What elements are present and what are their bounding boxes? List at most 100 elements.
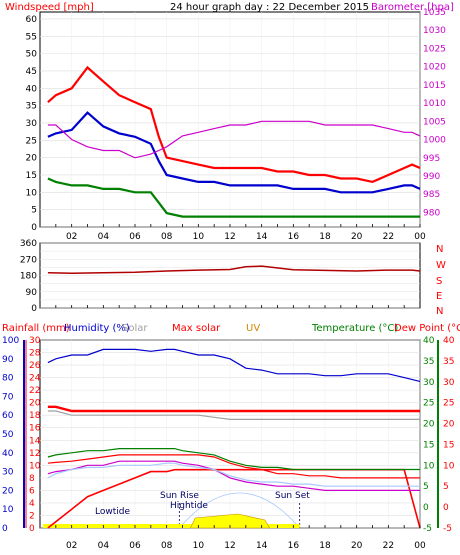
temp-tick-label: 25 <box>423 399 434 409</box>
rain-tick-label: 24 <box>29 374 41 384</box>
daylight-band <box>43 524 300 528</box>
wind-tick-label: 35 <box>26 102 37 112</box>
legend-uv: UV <box>246 323 260 334</box>
x-tick-label-wind: 14 <box>256 232 268 242</box>
humidity-tick-label: 50 <box>2 430 14 440</box>
humidity-tick-label: 70 <box>2 392 14 402</box>
x-tick-label-temp: 20 <box>351 541 363 551</box>
humidity-tick-label: 30 <box>2 468 14 478</box>
dewpoint-tick-label: 25 <box>443 399 454 409</box>
dewpoint-tick-label: 20 <box>443 420 455 430</box>
direction-tick-label: 360 <box>20 239 37 249</box>
temp-series-line <box>47 405 420 413</box>
rain-tick-label: 28 <box>29 349 41 359</box>
x-tick-label-temp: 00 <box>414 541 426 551</box>
rain-tick-label: 26 <box>29 361 41 371</box>
wind-tick-label: 55 <box>26 32 37 42</box>
barometer-tick-label: 1015 <box>423 81 446 91</box>
barometer-tick-label: 1000 <box>423 136 446 146</box>
compass-n-top: N <box>436 244 443 255</box>
x-tick-label-temp: 18 <box>319 541 331 551</box>
max-solar-curve <box>179 492 300 529</box>
wind-tick-label: 5 <box>31 206 37 216</box>
temp-series-line <box>47 454 420 479</box>
direction-tick-label: 270 <box>20 255 37 265</box>
wind-series-line <box>47 177 420 218</box>
wind-tick-label: 40 <box>26 84 38 94</box>
x-tick-label-temp: 12 <box>224 541 235 551</box>
x-tick-label-wind: 22 <box>383 232 394 242</box>
wind-tick-label: 45 <box>26 67 37 77</box>
direction-tick-label: 90 <box>26 288 38 298</box>
legend-dewpoint: Dew Point (°C) <box>394 323 460 334</box>
x-tick-label-wind: 02 <box>66 232 77 242</box>
annotation-sunset: Sun Set <box>275 491 310 501</box>
wind-tick-label: 60 <box>26 15 38 25</box>
x-tick-label-temp: 16 <box>288 541 300 551</box>
dewpoint-tick-label: 5 <box>443 482 449 492</box>
rain-tick-label: 12 <box>29 449 40 459</box>
annotation-hightide: Hightide <box>170 501 208 511</box>
humidity-tick-label: 40 <box>2 449 14 459</box>
wind-series-line <box>47 65 421 184</box>
temp-tick-label: 30 <box>423 378 435 388</box>
x-tick-label-wind: 08 <box>161 232 173 242</box>
barometer-tick-label: 1025 <box>423 44 446 54</box>
wind-tick-label: 20 <box>26 154 38 164</box>
x-tick-label-wind: 18 <box>319 232 331 242</box>
barometer-tick-label: 985 <box>423 190 440 200</box>
barometer-tick-label: 990 <box>423 172 440 182</box>
dewpoint-tick-label: 15 <box>443 440 454 450</box>
rain-tick-label: 6 <box>29 486 35 496</box>
dewpoint-tick-label: 40 <box>443 336 455 346</box>
x-tick-label-wind: 00 <box>414 232 426 242</box>
dewpoint-tick-label: 0 <box>443 503 449 513</box>
rain-tick-label: 8 <box>29 474 35 484</box>
temp-tick-label: 10 <box>423 461 435 471</box>
humidity-tick-label: 90 <box>2 355 14 365</box>
chart-title: 24 hour graph day : 22 December 2015 <box>170 2 369 13</box>
barometer-axis-label: Barometer [hpa] <box>371 2 454 13</box>
x-tick-label-temp: 22 <box>383 541 394 551</box>
humidity-tick-label: 80 <box>2 374 14 384</box>
wind-tick-label: 10 <box>26 188 38 198</box>
temp-series-line <box>47 460 420 491</box>
x-tick-label-wind: 10 <box>193 232 205 242</box>
humidity-tick-label: 100 <box>2 336 19 346</box>
temp-tick-label: 20 <box>423 420 435 430</box>
barometer-tick-label: 1035 <box>423 8 446 18</box>
wind-tick-label: 50 <box>26 50 38 60</box>
x-tick-label-temp: 06 <box>129 541 141 551</box>
windspeed-axis-label: Windspeed [mph] <box>5 2 94 13</box>
temp-series-line <box>47 462 420 487</box>
annotation-sunrise: Sun Rise <box>160 491 199 501</box>
x-tick-label-temp: 14 <box>256 541 268 551</box>
rain-tick-label: 16 <box>29 424 41 434</box>
rain-tick-label: 4 <box>29 499 35 509</box>
legend-rainfall: Rainfall (mm) <box>2 323 70 334</box>
rain-tick-label: 2 <box>29 511 35 521</box>
dewpoint-tick-label: 35 <box>443 357 454 367</box>
barometer-tick-label: 1030 <box>423 26 446 36</box>
temp-series <box>43 348 421 529</box>
legend-temperature: Temperature (°C) <box>311 323 398 334</box>
rain-tick-label: 10 <box>29 461 41 471</box>
x-tick-label-wind: 16 <box>288 232 300 242</box>
x-tick-label-temp: 02 <box>66 541 77 551</box>
temp-tick-label: 5 <box>423 482 429 492</box>
x-tick-label-temp: 08 <box>161 541 173 551</box>
humidity-tick-label: 60 <box>2 411 14 421</box>
rain-tick-label: 22 <box>29 386 40 396</box>
x-tick-label-temp: 04 <box>98 541 110 551</box>
compass-e: E <box>436 291 442 302</box>
temp-series-line <box>47 410 420 420</box>
temp-tick-label: -5 <box>423 524 432 534</box>
barometer-tick-label: 1010 <box>423 99 446 109</box>
temp-tick-label: 0 <box>423 503 429 513</box>
dewpoint-tick-label: 30 <box>443 378 455 388</box>
humidity-tick-label: 10 <box>2 505 14 515</box>
x-tick-label-temp: 10 <box>193 541 205 551</box>
direction-tick-label: 0 <box>31 304 37 314</box>
compass-s: S <box>436 276 442 287</box>
